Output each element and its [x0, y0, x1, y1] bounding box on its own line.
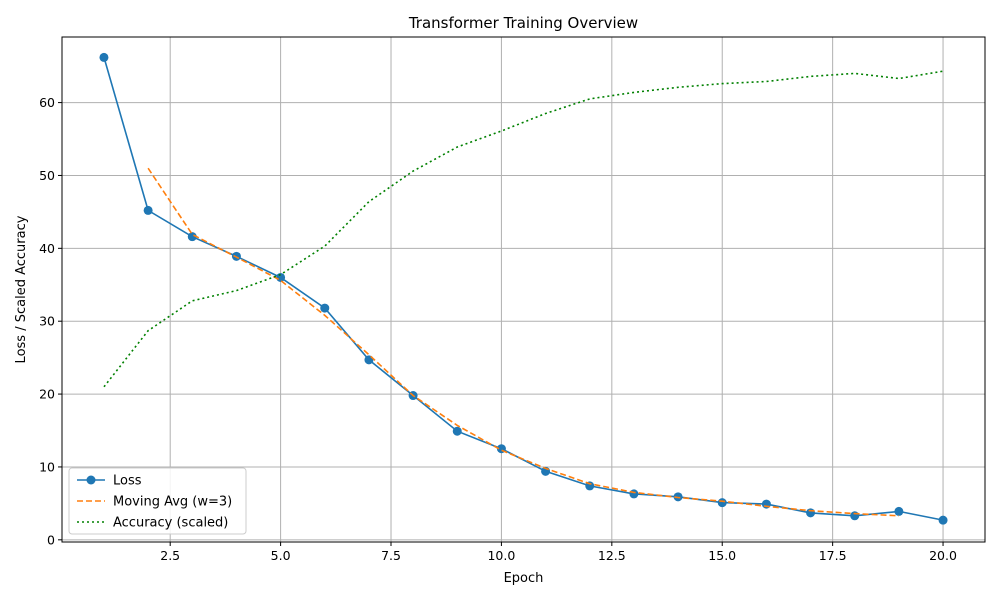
x-tick-label: 7.5 [381, 548, 401, 563]
series-line-moving-avg-w-3 [147, 167, 899, 517]
series-line-accuracy-scaled [103, 70, 944, 388]
data-point [894, 506, 904, 516]
x-tick-label: 12.5 [598, 548, 626, 563]
legend-marker-loss [86, 475, 96, 485]
data-point [717, 498, 727, 508]
legend-label-moving-avg-w-3: Moving Avg (w=3) [113, 495, 232, 510]
y-tick-label: 10 [39, 459, 55, 474]
data-point [629, 489, 639, 499]
legend-label-accuracy-scaled: Accuracy (scaled) [113, 516, 228, 531]
y-tick-label: 50 [39, 168, 55, 183]
x-tick-label: 10.0 [487, 548, 515, 563]
data-point [320, 303, 330, 313]
y-tick-label: 20 [39, 387, 55, 402]
x-tick-label: 5.0 [271, 548, 291, 563]
x-tick-label: 2.5 [160, 548, 180, 563]
series-layer [99, 52, 948, 525]
plot-frame [61, 36, 986, 543]
grid [62, 37, 985, 542]
y-tick-label: 60 [39, 95, 55, 110]
data-point [143, 205, 153, 215]
legend: Loss Moving Avg (w=3) Accuracy (scaled) [68, 467, 247, 535]
legend-box [68, 467, 247, 535]
series-moving-avg-w-3 [147, 167, 899, 517]
x-tick-label: 15.0 [708, 548, 736, 563]
data-point [276, 272, 286, 282]
data-point [938, 515, 948, 525]
series-accuracy-scaled [103, 70, 944, 388]
x-axis-label: Epoch [504, 571, 544, 586]
legend-label-loss: Loss [113, 474, 142, 489]
x-axis-ticks: 2.5 5.0 7.5 10.0 12.5 15.0 17.5 20.0 [160, 542, 957, 563]
data-point [850, 511, 860, 521]
data-point [187, 232, 197, 242]
chart-title: Transformer Training Overview [408, 14, 638, 32]
data-point [99, 52, 109, 62]
x-tick-label: 17.5 [819, 548, 847, 563]
y-tick-label: 40 [39, 241, 55, 256]
y-tick-label: 30 [39, 314, 55, 329]
data-point [806, 508, 816, 518]
y-axis-label: Loss / Scaled Accuracy [14, 215, 29, 363]
y-axis-ticks: 0 10 20 30 40 50 60 [39, 95, 62, 547]
data-point [452, 426, 462, 436]
y-tick-label: 0 [47, 532, 55, 547]
x-tick-label: 20.0 [929, 548, 957, 563]
